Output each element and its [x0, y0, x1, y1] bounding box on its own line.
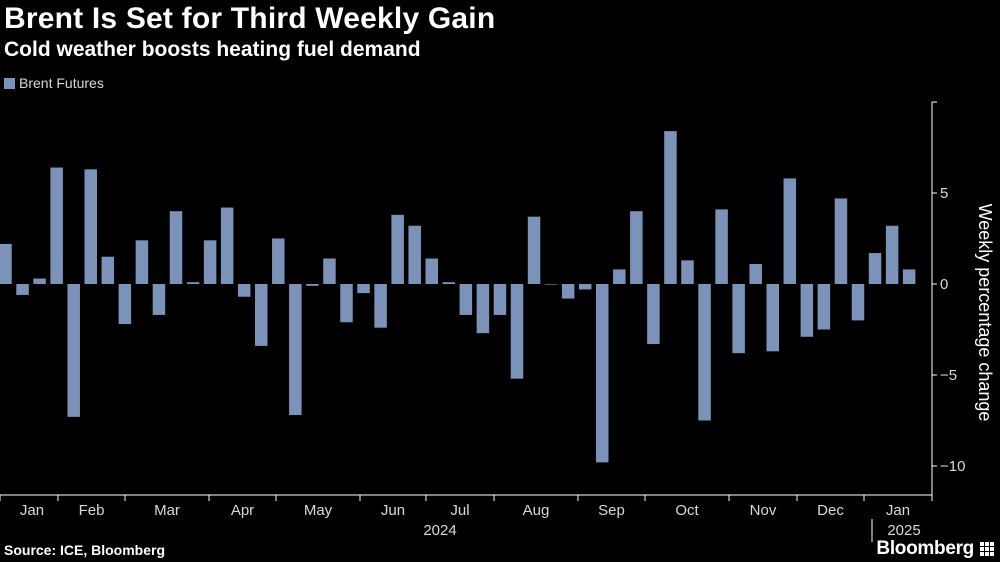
bar-week-32 [527, 216, 541, 284]
y-tick-label--10: −10 [940, 458, 965, 475]
bar-week-4 [50, 167, 63, 284]
bar-week-48 [800, 284, 814, 337]
bar-week-25 [408, 225, 421, 284]
bar-week-12 [186, 282, 200, 284]
bar-week-11 [169, 211, 183, 284]
bar-week-33 [544, 284, 558, 285]
bar-week-14 [220, 207, 234, 284]
x-year-label-2024: 2024 [423, 522, 456, 539]
bar-week-10 [152, 284, 166, 315]
bar-week-39 [647, 284, 660, 345]
x-month-label-2: Feb [79, 502, 105, 519]
bar-week-8 [118, 284, 132, 325]
bar-week-13 [203, 240, 217, 284]
bar-week-53 [885, 225, 899, 284]
chart-title: Brent Is Set for Third Weekly Gain [4, 2, 496, 35]
bloomberg-logo-icon [980, 542, 994, 556]
bar-week-5 [67, 284, 80, 417]
bar-week-36 [596, 284, 609, 463]
bar-week-9 [135, 240, 149, 284]
bar-week-18 [289, 284, 302, 416]
bar-week-24 [391, 214, 404, 284]
bar-week-17 [272, 238, 285, 284]
bar-week-2 [16, 284, 29, 295]
bar-week-43 [715, 209, 728, 284]
bloomberg-logo-text: Bloomberg [876, 538, 974, 559]
y-tick-label-0: 0 [940, 276, 948, 293]
bar-week-37 [613, 269, 626, 284]
bar-week-47 [783, 178, 797, 284]
bar-week-27 [442, 282, 456, 284]
bar-week-46 [766, 284, 779, 352]
x-month-label-9: Sep [598, 502, 625, 519]
legend-label: Brent Futures [19, 75, 104, 91]
x-month-label-1: Jan [20, 502, 44, 519]
bar-week-41 [681, 260, 694, 284]
bar-week-1 [0, 243, 12, 284]
y-tick-label-5: 5 [940, 185, 948, 202]
bar-week-51 [851, 284, 865, 321]
legend: Brent Futures [4, 75, 104, 91]
bar-week-19 [306, 284, 319, 286]
bar-week-45 [749, 263, 762, 284]
bar-week-15 [237, 284, 251, 297]
y-tick-label--5: −5 [940, 367, 957, 384]
source-note: Source: ICE, Bloomberg [4, 542, 166, 558]
x-month-label-8: Aug [523, 502, 550, 519]
x-year-label-2025: 2025 [887, 522, 920, 539]
y-axis-label: Weekly percentage change [975, 204, 995, 422]
x-month-label-12: Dec [817, 502, 844, 519]
bar-week-38 [630, 211, 643, 284]
x-month-label-13: Jan [886, 502, 910, 519]
bar-week-54 [902, 269, 916, 284]
x-month-label-5: May [304, 502, 333, 519]
x-month-label-11: Nov [750, 502, 777, 519]
bar-week-21 [340, 284, 353, 323]
x-month-label-10: Oct [675, 502, 699, 519]
bar-week-3 [33, 278, 46, 284]
bar-week-40 [664, 131, 677, 284]
bar-week-52 [868, 253, 882, 284]
bar-week-23 [374, 284, 387, 328]
x-month-label-6: Jun [381, 502, 405, 519]
bars-group [0, 131, 916, 463]
legend-swatch [4, 77, 15, 89]
axes-group: 5 0 −5 −10 Weekly percentage change Jan Feb Mar… [0, 101, 995, 542]
bar-week-6 [84, 169, 97, 284]
bar-week-50 [834, 198, 848, 284]
x-month-label-3: Mar [154, 502, 180, 519]
bar-week-42 [698, 284, 711, 421]
bar-week-31 [510, 284, 524, 379]
bar-week-22 [357, 284, 370, 294]
bar-week-16 [255, 284, 268, 346]
bar-week-30 [493, 284, 507, 315]
chart-subtitle: Cold weather boosts heating fuel demand [4, 38, 421, 61]
bar-week-20 [323, 258, 336, 284]
bar-week-35 [578, 284, 592, 290]
bar-week-34 [561, 284, 575, 299]
x-month-label-4: Apr [231, 502, 254, 519]
bar-week-7 [101, 256, 115, 284]
bar-week-49 [817, 284, 831, 330]
bar-week-26 [425, 258, 438, 284]
bar-week-44 [732, 284, 745, 354]
bar-week-28 [459, 284, 473, 315]
x-month-label-7: Jul [450, 502, 469, 519]
bar-week-29 [476, 284, 490, 334]
